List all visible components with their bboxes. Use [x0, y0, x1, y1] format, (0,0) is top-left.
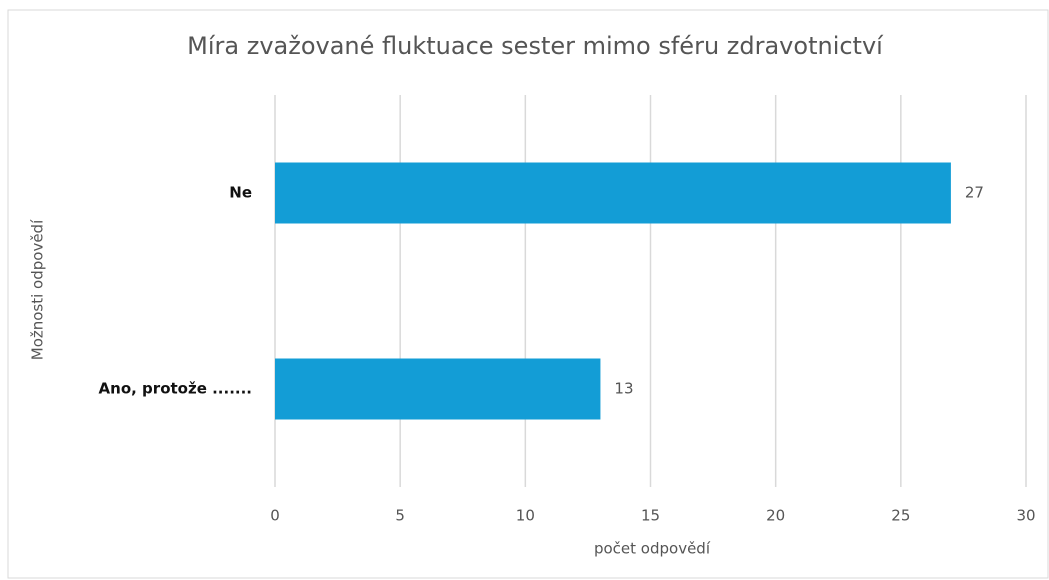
y-tick-label: Ano, protože ....... [99, 380, 252, 398]
x-tick-label: 0 [270, 507, 280, 525]
x-tick-label: 30 [1016, 507, 1035, 525]
bar [275, 358, 601, 420]
chart-title: Míra zvažované fluktuace sester mimo sfé… [187, 32, 884, 60]
bar [275, 162, 951, 224]
chart-frame [7, 9, 1049, 579]
x-tick-label: 25 [891, 507, 910, 525]
x-tick-label: 5 [395, 507, 405, 525]
x-tick-label: 15 [641, 507, 660, 525]
data-label: 27 [965, 184, 984, 202]
data-label: 13 [614, 380, 633, 398]
y-axis-label: Možnosti odpovědí [29, 219, 47, 360]
x-axis-label: počet odpovědí [594, 540, 711, 558]
x-tick-label: 20 [766, 507, 785, 525]
x-tick-label: 10 [516, 507, 535, 525]
y-tick-label: Ne [229, 184, 252, 202]
